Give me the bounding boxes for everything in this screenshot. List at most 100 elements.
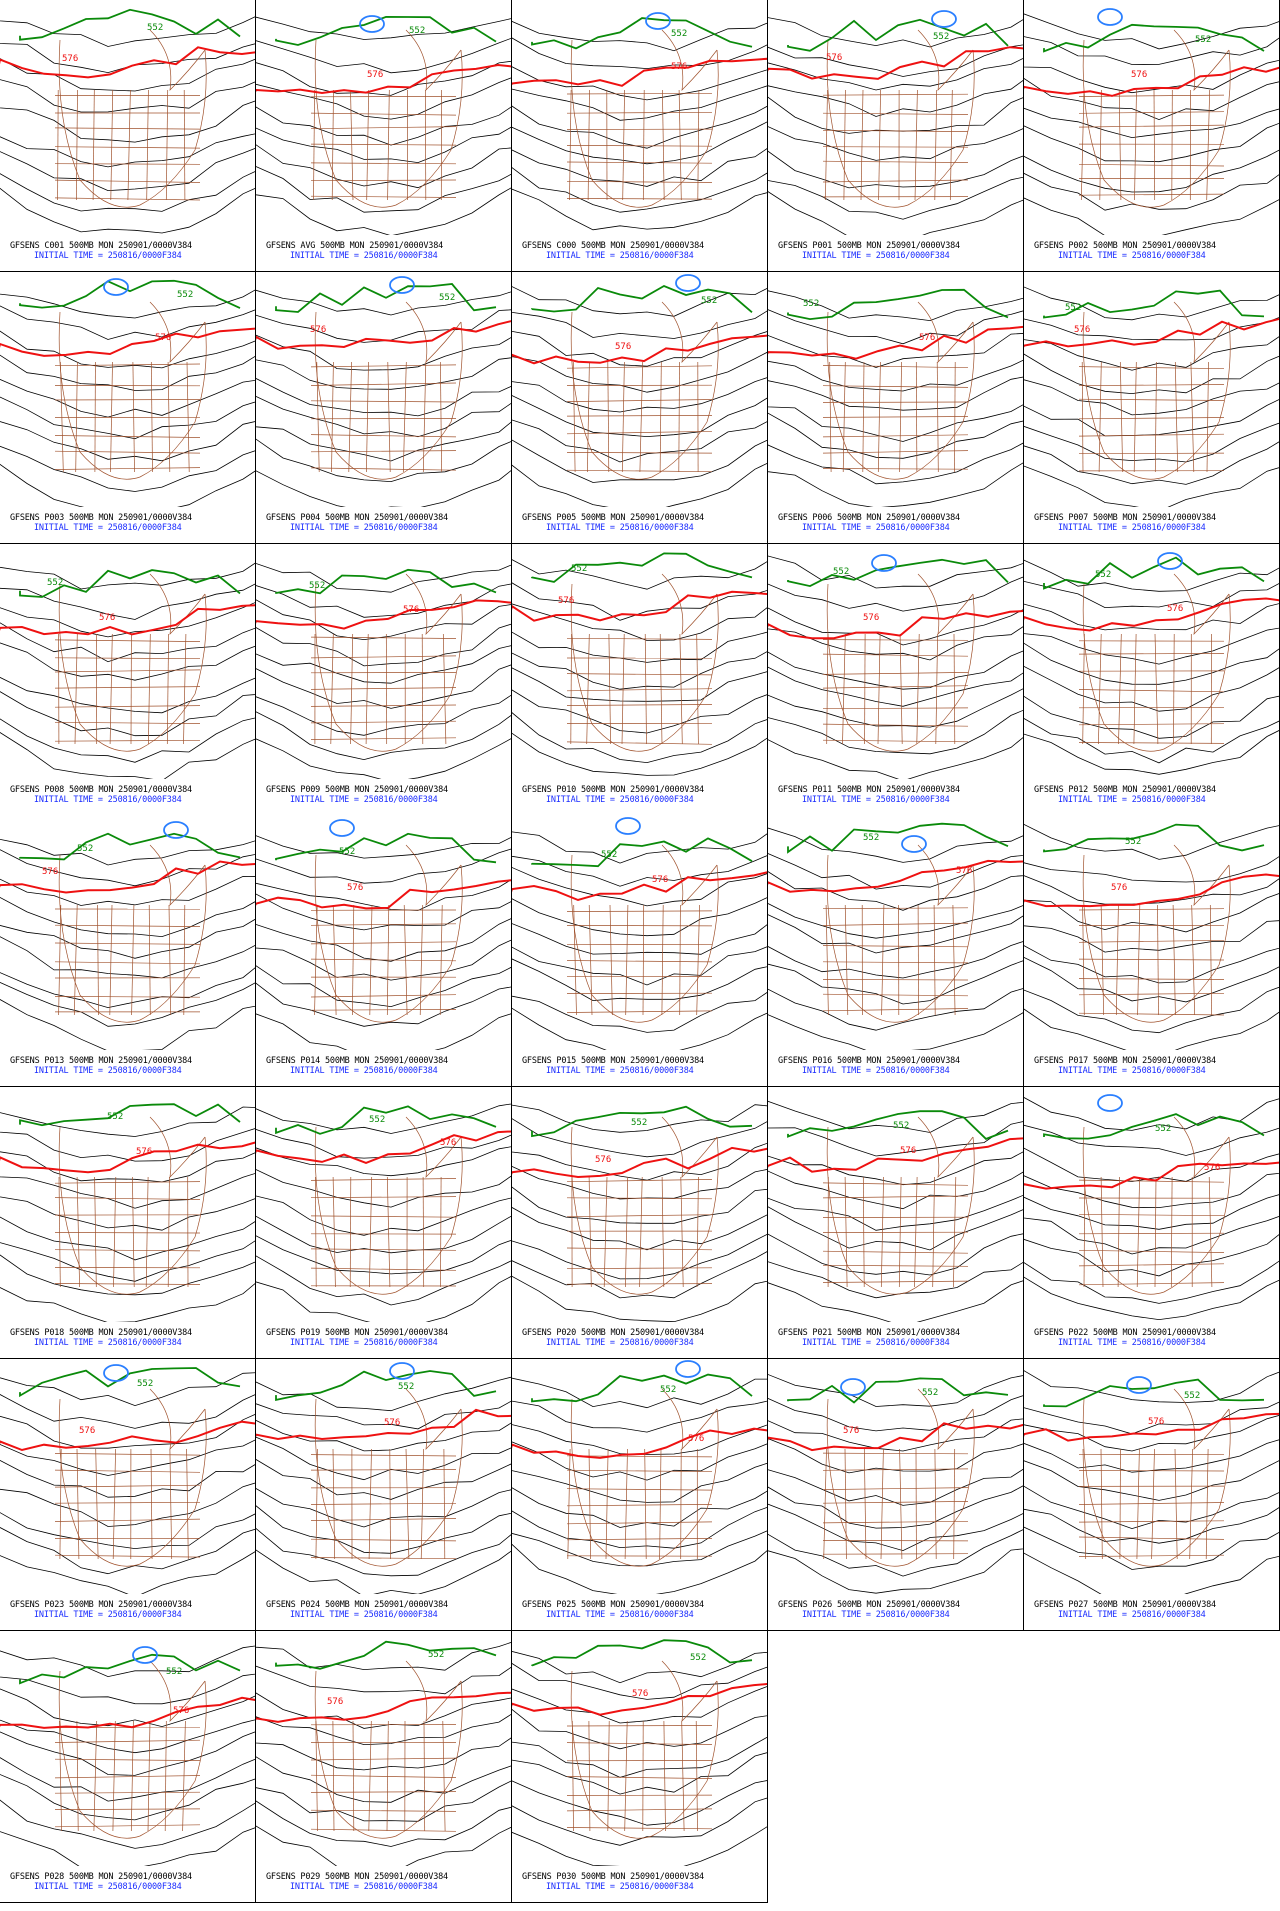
panel-title: GFSENS P006 500MB MON 250901/0000V384 bbox=[778, 513, 960, 523]
panel-title: GFSENS P026 500MB MON 250901/0000V384 bbox=[778, 1600, 960, 1610]
contour-label-552: 552 bbox=[309, 581, 325, 591]
contour-label-552: 552 bbox=[660, 1385, 676, 1395]
initial-time-label: INITIAL TIME = 250816/0000F384 bbox=[290, 1338, 438, 1348]
political-boundaries bbox=[310, 844, 463, 1023]
contour-label-576: 576 bbox=[671, 62, 687, 72]
ensemble-map-panel: 576 552 GFSENS P024 500MB MON 250901/0000V… bbox=[256, 1359, 512, 1631]
initial-time-label: INITIAL TIME = 250816/0000F384 bbox=[802, 1066, 950, 1076]
height-contour-map: 576 552 bbox=[0, 8, 255, 234]
initial-time-label: INITIAL TIME = 250816/0000F384 bbox=[34, 795, 182, 805]
ensemble-map-panel: 576 552 GFSENS P025 500MB MON 250901/0000V… bbox=[512, 1359, 768, 1631]
initial-time-label: INITIAL TIME = 250816/0000F384 bbox=[290, 1066, 438, 1076]
ensemble-map-panel: 576 552 GFSENS P016 500MB MON 250901/0000V… bbox=[768, 815, 1024, 1087]
height-contour-map: 576 552 bbox=[0, 562, 255, 779]
height-contour-map: 576 552 bbox=[1024, 552, 1279, 775]
height-contour-map: 576 552 bbox=[256, 819, 511, 1050]
panel-title: GFSENS P009 500MB MON 250901/0000V384 bbox=[266, 785, 448, 795]
political-boundaries bbox=[54, 1660, 207, 1839]
contour-label-576: 576 bbox=[99, 613, 115, 623]
political-boundaries bbox=[54, 573, 207, 752]
panel-title: GFSENS P002 500MB MON 250901/0000V384 bbox=[1034, 241, 1216, 251]
contour-label-576: 576 bbox=[1204, 1163, 1220, 1173]
ensemble-map-panel: 576 552 GFSENS P021 500MB MON 250901/0000V… bbox=[768, 1087, 1024, 1359]
political-boundaries bbox=[54, 29, 207, 208]
political-boundaries bbox=[566, 29, 719, 208]
ensemble-map-panel: 576 552 GFSENS P005 500MB MON 250901/0000V… bbox=[512, 272, 768, 544]
height-contour-map: 576 552 bbox=[1024, 8, 1279, 235]
contour-label-552: 552 bbox=[671, 29, 687, 39]
ensemble-map-panel: 576 552 GFSENS P027 500MB MON 250901/0000V… bbox=[1024, 1359, 1280, 1631]
contour-label-576: 576 bbox=[652, 875, 668, 885]
contour-label-552: 552 bbox=[933, 32, 949, 42]
contour-label-576: 576 bbox=[826, 53, 842, 63]
ensemble-map-panel: 576 552 GFSENS P028 500MB MON 250901/0000V… bbox=[0, 1631, 256, 1903]
contour-label-552: 552 bbox=[369, 1115, 385, 1125]
contour-label-552: 552 bbox=[428, 1650, 444, 1660]
height-contour-map: 576 552 bbox=[512, 1104, 767, 1322]
contour-label-576: 576 bbox=[1111, 883, 1127, 893]
contour-label-552: 552 bbox=[177, 290, 193, 300]
height-contour-map: 576 552 bbox=[256, 563, 511, 779]
panel-title: GFSENS P017 500MB MON 250901/0000V384 bbox=[1034, 1056, 1216, 1066]
ensemble-map-panel: 576 552 GFSENS P007 500MB MON 250901/0000V… bbox=[1024, 272, 1280, 544]
initial-time-label: INITIAL TIME = 250816/0000F384 bbox=[546, 795, 694, 805]
panel-title: GFSENS P013 500MB MON 250901/0000V384 bbox=[10, 1056, 192, 1066]
ensemble-map-panel: 576 552 GFSENS P018 500MB MON 250901/0000V… bbox=[0, 1087, 256, 1359]
political-boundaries bbox=[310, 1116, 463, 1295]
height-contour-map: 576 552 bbox=[768, 10, 1023, 235]
ensemble-map-panel: 576 552 GFSENS C000 500MB MON 250901/0000V… bbox=[512, 0, 768, 272]
contour-label-576: 576 bbox=[440, 1138, 456, 1148]
panel-title: GFSENS P008 500MB MON 250901/0000V384 bbox=[10, 785, 192, 795]
contour-label-552: 552 bbox=[922, 1388, 938, 1398]
contour-label-576: 576 bbox=[384, 1418, 400, 1428]
ensemble-map-panel: 576 552 GFSENS P006 500MB MON 250901/0000V… bbox=[768, 272, 1024, 544]
contour-label-552: 552 bbox=[690, 1653, 706, 1663]
ensemble-map-panel: 576 552 GFSENS P022 500MB MON 250901/0000V… bbox=[1024, 1087, 1280, 1359]
initial-time-label: INITIAL TIME = 250816/0000F384 bbox=[290, 523, 438, 533]
initial-time-label: INITIAL TIME = 250816/0000F384 bbox=[802, 523, 950, 533]
panel-title: GFSENS P025 500MB MON 250901/0000V384 bbox=[522, 1600, 704, 1610]
panel-title: GFSENS C000 500MB MON 250901/0000V384 bbox=[522, 241, 704, 251]
contour-label-552: 552 bbox=[77, 844, 93, 854]
initial-time-label: INITIAL TIME = 250816/0000F384 bbox=[546, 523, 694, 533]
political-boundaries bbox=[566, 1660, 719, 1839]
contour-label-552: 552 bbox=[147, 23, 163, 33]
ensemble-map-panel: 576 552 GFSENS P023 500MB MON 250901/0000V… bbox=[0, 1359, 256, 1631]
initial-time-label: INITIAL TIME = 250816/0000F384 bbox=[290, 1610, 438, 1620]
panel-title: GFSENS P004 500MB MON 250901/0000V384 bbox=[266, 513, 448, 523]
panel-title: GFSENS P014 500MB MON 250901/0000V384 bbox=[266, 1056, 448, 1066]
political-boundaries bbox=[54, 1388, 207, 1567]
political-boundaries bbox=[54, 301, 207, 480]
contour-label-552: 552 bbox=[1095, 570, 1111, 580]
height-contour-map: 576 552 bbox=[512, 817, 767, 1050]
political-boundaries bbox=[822, 1116, 975, 1295]
ensemble-map-panel: 576 552 GFSENS P003 500MB MON 250901/0000V… bbox=[0, 272, 256, 544]
panel-title: GFSENS P029 500MB MON 250901/0000V384 bbox=[266, 1872, 448, 1882]
ensemble-map-panel: 576 552 GFSENS P008 500MB MON 250901/0000V… bbox=[0, 544, 256, 816]
contour-label-552: 552 bbox=[107, 1112, 123, 1122]
panel-title: GFSENS C001 500MB MON 250901/0000V384 bbox=[10, 241, 192, 251]
initial-time-label: INITIAL TIME = 250816/0000F384 bbox=[290, 1882, 438, 1892]
panel-title: GFSENS P007 500MB MON 250901/0000V384 bbox=[1034, 513, 1216, 523]
contour-label-576: 576 bbox=[956, 866, 972, 876]
initial-time-label: INITIAL TIME = 250816/0000F384 bbox=[1058, 523, 1206, 533]
height-contour-map: 576 552 bbox=[768, 288, 1023, 507]
contour-label-576: 576 bbox=[1167, 604, 1183, 614]
ensemble-map-panel: 576 552 GFSENS P012 500MB MON 250901/0000V… bbox=[1024, 544, 1280, 816]
height-contour-map: 576 552 bbox=[512, 12, 767, 231]
ensemble-map-panel: 576 552 GFSENS P019 500MB MON 250901/0000V… bbox=[256, 1087, 512, 1359]
panel-title: GFSENS P024 500MB MON 250901/0000V384 bbox=[266, 1600, 448, 1610]
height-contour-map: 576 552 bbox=[0, 1103, 255, 1322]
height-contour-map: 576 552 bbox=[256, 1103, 511, 1322]
height-contour-map: 576 552 bbox=[1024, 1094, 1279, 1321]
contour-label-576: 576 bbox=[632, 1689, 648, 1699]
initial-time-label: INITIAL TIME = 250816/0000F384 bbox=[546, 1338, 694, 1348]
ensemble-map-panel: 576 552 GFSENS P013 500MB MON 250901/0000V… bbox=[0, 815, 256, 1087]
initial-time-label: INITIAL TIME = 250816/0000F384 bbox=[546, 251, 694, 261]
contour-label-552: 552 bbox=[166, 1667, 182, 1677]
contour-label-552: 552 bbox=[409, 26, 425, 36]
political-boundaries bbox=[310, 573, 463, 752]
ensemble-map-panel: 576 552 GFSENS P030 500MB MON 250901/0000V… bbox=[512, 1631, 768, 1903]
initial-time-label: INITIAL TIME = 250816/0000F384 bbox=[802, 1338, 950, 1348]
initial-time-label: INITIAL TIME = 250816/0000F384 bbox=[34, 1338, 182, 1348]
